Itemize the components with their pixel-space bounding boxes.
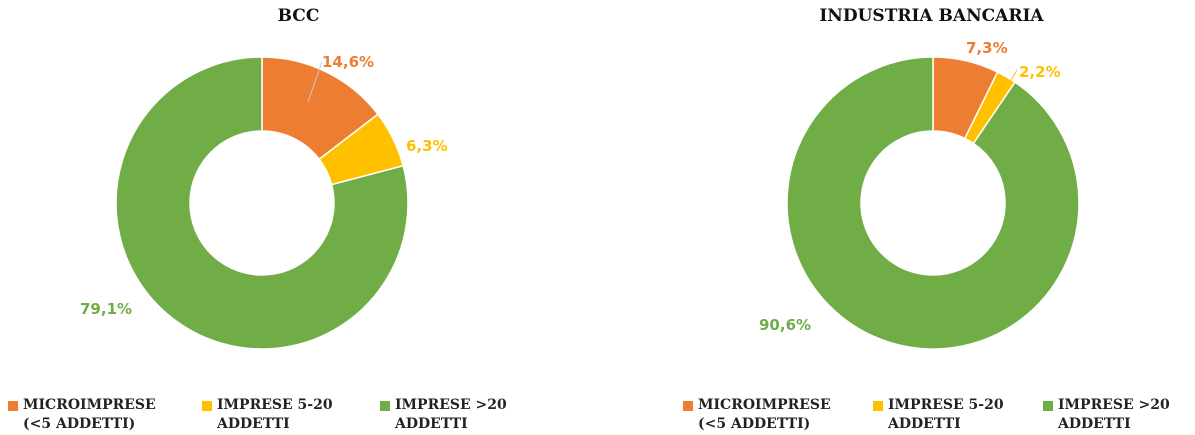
legend-item-imprese-5-20: IMPRESE 5-20 ADDETTI [873, 396, 1004, 434]
legend-label-line2: ADDETTI [1058, 416, 1131, 432]
chart-title-industria-bancaria: INDUSTRIA BANCARIA [819, 6, 1044, 26]
chart-industria-bancaria: 7,3% 2,2% 90,6% INDUSTRIA BANCARIA MICROIM… [597, 0, 1194, 435]
legend-swatch-imprese-5-20 [873, 401, 883, 411]
legend-label-line1: IMPRESE >20 [395, 397, 507, 413]
legend-item-imprese-5-20: IMPRESE 5-20 ADDETTI [202, 396, 333, 434]
legend-label-line1: MICROIMPRESE [698, 397, 831, 413]
legend-label-line1: IMPRESE 5-20 [217, 397, 333, 413]
legend-swatch-microimprese [683, 401, 693, 411]
data-label-1: 2,2% [1019, 63, 1061, 81]
donut-chart-industria-bancaria: 7,3% 2,2% 90,6% [759, 39, 1080, 350]
data-label-2: 79,1% [80, 300, 132, 318]
legend-swatch-imprese-over-20 [1043, 401, 1053, 411]
legend-label-line1: MICROIMPRESE [23, 397, 156, 413]
legend-label-imprese-5-20: IMPRESE 5-20 ADDETTI [888, 396, 1004, 434]
legend-label-microimprese: MICROIMPRESE (<5 ADDETTI) [698, 396, 831, 434]
data-label-1: 6,3% [406, 137, 448, 155]
chart-title-bcc: BCC [277, 6, 320, 26]
leader-line-0 [307, 61, 323, 103]
legend-label-line1: IMPRESE 5-20 [888, 397, 1004, 413]
legend-label-microimprese: MICROIMPRESE (<5 ADDETTI) [23, 396, 156, 434]
legend-label-line2: (<5 ADDETTI) [23, 416, 136, 432]
donut-slice-2 [786, 56, 1080, 350]
legend-label-line2: ADDETTI [395, 416, 468, 432]
legend-item-imprese-over-20: IMPRESE >20 ADDETTI [1043, 396, 1170, 434]
donut-chart-bcc: 14,6% 6,3% 79,1% [80, 53, 448, 350]
legend-label-line2: ADDETTI [888, 416, 961, 432]
leader-line-1 [1004, 69, 1018, 91]
legend-label-line2: (<5 ADDETTI) [698, 416, 811, 432]
donut-slice-2 [115, 56, 409, 350]
data-label-2: 90,6% [759, 316, 811, 334]
legend-label-line1: IMPRESE >20 [1058, 397, 1170, 413]
legend-swatch-imprese-5-20 [202, 401, 212, 411]
legend-swatch-imprese-over-20 [380, 401, 390, 411]
chart-bcc: 14,6% 6,3% 79,1% BCC MICROIMPRESE (<5 ADDE… [0, 0, 597, 435]
legend-item-microimprese: MICROIMPRESE (<5 ADDETTI) [683, 396, 831, 434]
legend-label-imprese-5-20: IMPRESE 5-20 ADDETTI [217, 396, 333, 434]
legend-item-imprese-over-20: IMPRESE >20 ADDETTI [380, 396, 507, 434]
legend-swatch-microimprese [8, 401, 18, 411]
data-label-0: 7,3% [966, 39, 1008, 57]
legend-label-imprese-over-20: IMPRESE >20 ADDETTI [1058, 396, 1170, 434]
legend-label-imprese-over-20: IMPRESE >20 ADDETTI [395, 396, 507, 434]
data-label-0: 14,6% [322, 53, 374, 71]
legend-label-line2: ADDETTI [217, 416, 290, 432]
legend-item-microimprese: MICROIMPRESE (<5 ADDETTI) [8, 396, 156, 434]
